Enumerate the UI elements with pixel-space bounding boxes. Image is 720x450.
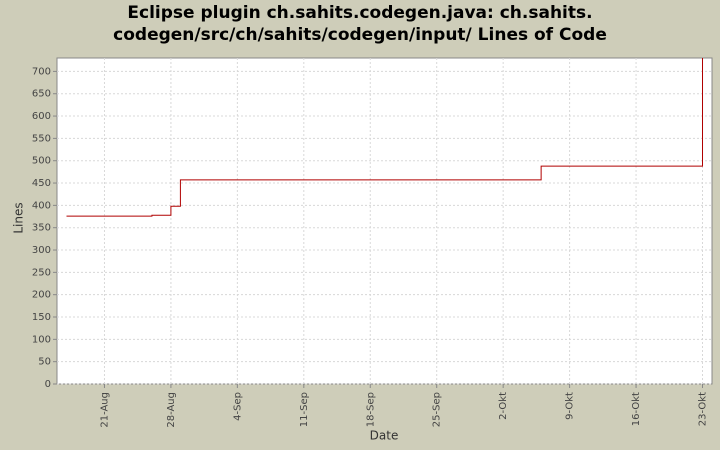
- x-tick-label: 2-Okt: [498, 392, 509, 420]
- x-tick-label: 18-Sep: [365, 392, 376, 427]
- x-axis-label: Date: [370, 429, 399, 443]
- line: [66, 58, 704, 217]
- y-axis-label: Lines: [12, 202, 26, 233]
- y-tick-label: 50: [38, 357, 51, 368]
- y-tick-label: 100: [32, 334, 51, 345]
- y-tick-label: 600: [32, 111, 51, 122]
- x-tick-label: 21-Aug: [99, 392, 110, 428]
- x-tick-label: 23-Okt: [698, 392, 709, 426]
- y-tick-label: 350: [32, 223, 51, 234]
- y-tick-label: 200: [32, 290, 51, 301]
- y-tick-label: 500: [32, 156, 51, 167]
- y-tick-label: 450: [32, 178, 51, 189]
- y-tick-label: 700: [32, 66, 51, 77]
- plot-area: [56, 57, 713, 385]
- x-tick-label: 25-Sep: [432, 392, 443, 427]
- y-tick-label: 0: [45, 379, 51, 390]
- y-tick-label: 150: [32, 312, 51, 323]
- y-tick-label: 550: [32, 133, 51, 144]
- x-tick-label: 9-Okt: [565, 392, 576, 420]
- chart-title: codegen/src/ch/sahits/codegen/input/ Lin…: [113, 25, 607, 45]
- x-tick-label: 11-Sep: [299, 392, 310, 427]
- y-tick-label: 650: [32, 89, 51, 100]
- y-tick-label: 300: [32, 245, 51, 256]
- y-tick-label: 400: [32, 200, 51, 211]
- chart-title: Eclipse plugin ch.sahits.codegen.java: c…: [127, 3, 592, 23]
- x-tick-label: 28-Aug: [166, 392, 177, 428]
- y-tick-label: 250: [32, 267, 51, 278]
- x-tick-label: 16-Okt: [631, 392, 642, 426]
- x-tick-label: 4-Sep: [232, 392, 243, 421]
